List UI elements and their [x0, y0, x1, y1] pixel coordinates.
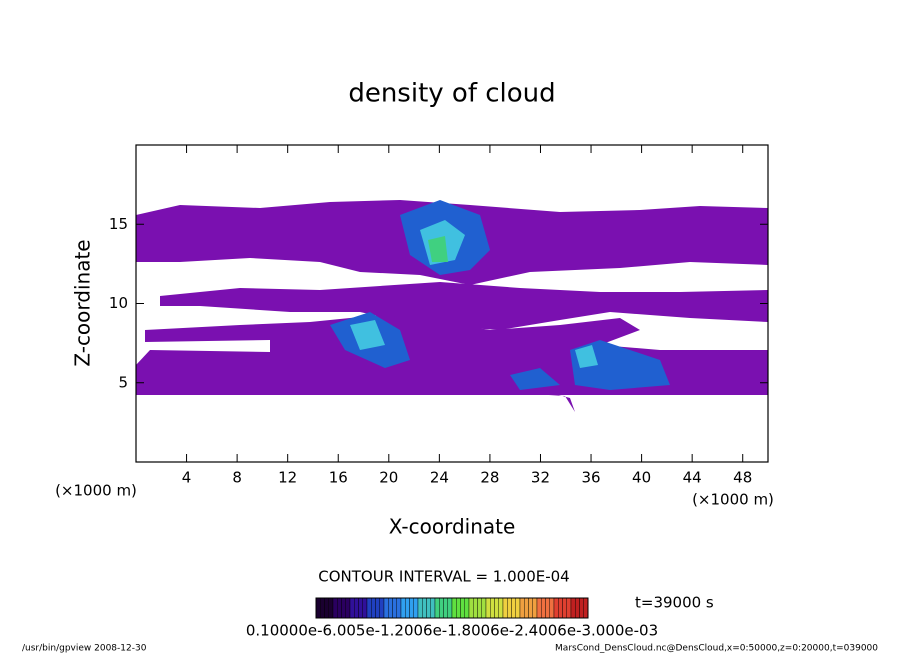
core-cyan — [350, 320, 385, 350]
colorbar-labels: 0.10000e-6.005e-1.2006e-1.8006e-2.4006e-… — [246, 622, 658, 640]
footer-left: /usr/bin/gpview 2008-12-30 — [22, 644, 147, 654]
colorbar-cell — [511, 597, 516, 619]
colorbar-cell — [396, 597, 402, 619]
colorbar-cell — [434, 597, 440, 619]
colorbar-cell — [460, 597, 465, 619]
colorbar-cell — [528, 597, 533, 619]
colorbar-cell — [320, 597, 325, 619]
x-tick-label: 32 — [531, 469, 550, 487]
colorbar-cell — [579, 597, 584, 619]
colorbar-cell — [490, 597, 495, 619]
colorbar-cell — [494, 597, 499, 619]
colorbar-cell — [583, 597, 589, 619]
x-axis-label: X-coordinate — [389, 515, 516, 539]
colorbar-cell — [324, 597, 329, 619]
colorbar-cell — [315, 597, 321, 619]
cloud-band — [160, 282, 768, 330]
y-tick-label: 10 — [109, 294, 128, 312]
colorbar-cell — [477, 597, 482, 619]
colorbar-cell — [388, 597, 393, 619]
core-cyan — [575, 345, 598, 368]
colorbar-cell — [524, 597, 529, 619]
footer-right: MarsCond_DensCloud.nc@DensCloud,x=0:5000… — [555, 644, 878, 654]
colorbar-cell — [345, 597, 351, 619]
colorbar-cell — [439, 597, 444, 619]
y-tick-label: 5 — [118, 373, 128, 391]
x-tick-label: 48 — [733, 469, 752, 487]
chart-title: density of cloud — [348, 79, 555, 109]
core-blue — [510, 368, 560, 390]
colorbar-cell — [426, 597, 431, 619]
x-tick-label: 40 — [632, 469, 651, 487]
cloud-core — [330, 200, 670, 390]
colorbar-cell — [549, 597, 555, 619]
y-unit: (×1000 m) — [55, 482, 137, 500]
colorbar-cell — [507, 597, 512, 619]
core-blue — [570, 340, 670, 390]
colorbar-cell — [468, 597, 474, 619]
colorbar-cell — [392, 597, 397, 619]
x-tick-label: 8 — [232, 469, 242, 487]
time-label: t=39000 s — [635, 594, 714, 612]
colorbar-cell — [575, 597, 580, 619]
colorbar-cell — [485, 597, 491, 619]
colorbar-cell — [515, 597, 521, 619]
colorbar-cell — [383, 597, 389, 619]
colorbar-cell — [341, 597, 346, 619]
colorbar-cell — [553, 597, 559, 619]
colorbar-cell — [447, 597, 453, 619]
colorbar-cell — [366, 597, 372, 619]
colorbar-cell — [422, 597, 427, 619]
colorbar-cell — [562, 597, 567, 619]
colorbar-cell — [354, 597, 359, 619]
colorbar-cell — [570, 597, 576, 619]
colorbar-cell — [443, 597, 448, 619]
x-tick-label: 4 — [182, 469, 192, 487]
y-axis-label: Z-coordinate — [71, 239, 95, 366]
contour-interval: CONTOUR INTERVAL = 1.000E-04 — [318, 568, 569, 586]
colorbar-cell — [481, 597, 487, 619]
colorbar-cell — [498, 597, 504, 619]
colorbar-cell — [430, 597, 436, 619]
colorbar-cell — [379, 597, 385, 619]
colorbar-cell — [532, 597, 538, 619]
cloud-band — [136, 368, 575, 412]
colorbar-cell — [417, 597, 423, 619]
colorbar-cell — [358, 597, 363, 619]
x-tick-label: 28 — [480, 469, 499, 487]
colorbar-cell — [362, 597, 368, 619]
x-tick-label: 16 — [329, 469, 348, 487]
core-green — [428, 236, 448, 262]
colorbar-cell — [371, 597, 376, 619]
colorbar-cell — [375, 597, 380, 619]
colorbar-cell — [328, 597, 334, 619]
x-tick-label: 12 — [278, 469, 297, 487]
colorbar-cell — [473, 597, 478, 619]
colorbar-cell — [536, 597, 542, 619]
colorbar-cell — [413, 597, 419, 619]
colorbar-cell — [566, 597, 572, 619]
x-tick-label: 44 — [683, 469, 702, 487]
colorbar-cell — [519, 597, 525, 619]
colorbar-cell — [349, 597, 355, 619]
colorbar-cell — [451, 597, 457, 619]
colorbar-cell — [541, 597, 546, 619]
colorbar-cell — [400, 597, 406, 619]
colorbar-cell — [332, 597, 338, 619]
colorbar-frame — [315, 597, 589, 619]
x-tick-label: 24 — [430, 469, 449, 487]
x-tick-label: 20 — [379, 469, 398, 487]
colorbar-cell — [558, 597, 563, 619]
colorbar-cell — [545, 597, 550, 619]
y-tick-label: 15 — [109, 215, 128, 233]
colorbar-cell — [502, 597, 508, 619]
x-tick-label: 36 — [581, 469, 600, 487]
colorbar-cell — [337, 597, 342, 619]
colorbar-cell — [456, 597, 461, 619]
colorbar-cell — [464, 597, 470, 619]
colorbar-cell — [409, 597, 414, 619]
x-unit: (×1000 m) — [692, 491, 774, 509]
colorbar-cell — [405, 597, 410, 619]
